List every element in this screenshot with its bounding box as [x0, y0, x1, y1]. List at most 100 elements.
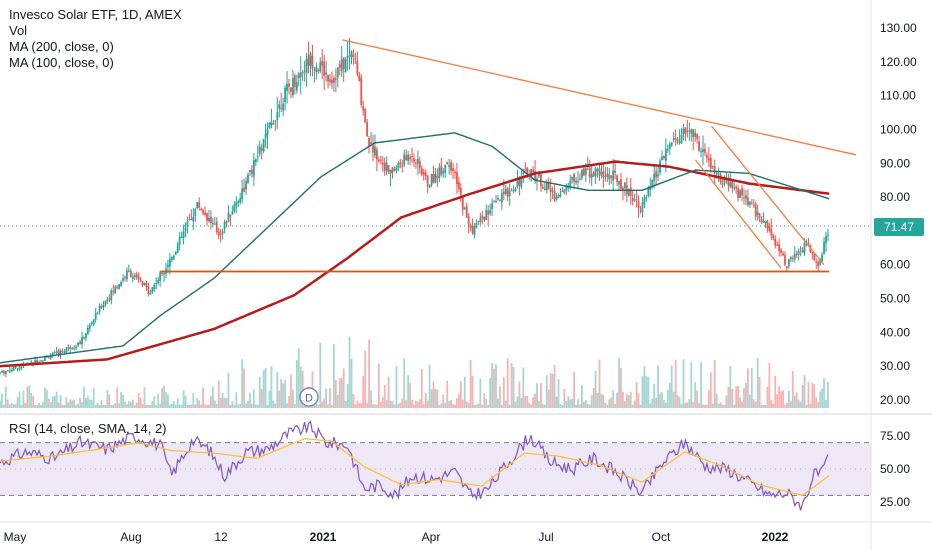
volume-bar	[10, 403, 13, 408]
candle-body	[122, 278, 124, 281]
candle-body	[194, 208, 197, 217]
candle-body	[360, 77, 363, 105]
volume-bar	[592, 388, 595, 408]
dividend-marker[interactable]: D	[299, 387, 319, 407]
volume-bar	[604, 402, 607, 408]
volume-bar	[469, 359, 472, 408]
volume-bar	[208, 404, 210, 408]
candle-body	[208, 218, 210, 222]
volume-bar	[666, 389, 669, 408]
volume-bar	[704, 404, 706, 408]
candle-body	[707, 158, 710, 161]
volume-bar	[471, 376, 474, 408]
candle-body	[192, 216, 195, 222]
candle-body	[323, 61, 326, 76]
volume-bar	[204, 404, 206, 408]
volume-bar	[692, 402, 695, 408]
volume-bar	[606, 404, 609, 408]
candle-body	[508, 190, 511, 196]
volume-bar	[721, 404, 724, 408]
volume-bar	[674, 359, 677, 408]
candle-body	[260, 148, 263, 151]
candle-body	[14, 366, 17, 369]
volume-bar	[102, 404, 105, 408]
volume-bar	[436, 389, 439, 408]
candle-body	[305, 59, 308, 74]
price-tick-label: 110.00	[880, 89, 916, 103]
candle-body	[815, 261, 818, 263]
volume-bar	[69, 399, 72, 408]
chart-title[interactable]: Invesco Solar ETF, 1D, AMEX	[9, 7, 182, 22]
candle-body	[278, 104, 281, 109]
volume-bar	[129, 401, 132, 408]
candle-body	[518, 179, 521, 186]
volume-bar	[475, 404, 478, 408]
candle-body	[639, 210, 642, 212]
volume-bar	[288, 396, 290, 408]
volume-bar	[809, 404, 812, 408]
candle-body	[227, 212, 230, 222]
volume-bar	[55, 391, 58, 408]
volume-bar	[36, 404, 39, 408]
volume-bar	[541, 403, 544, 408]
volume-bar	[789, 400, 792, 408]
candle-body	[741, 188, 743, 196]
volume-bar	[657, 365, 659, 408]
candle-body	[180, 236, 183, 238]
candle-body	[752, 204, 755, 206]
candle-body	[381, 162, 384, 165]
trendline-drawings[interactable]	[0, 39, 870, 273]
descending-resistance-line[interactable]	[342, 39, 857, 156]
volume-bar	[448, 400, 451, 408]
rsi-legend[interactable]: RSI (14, close, SMA, 14, 2)	[9, 421, 167, 436]
volume-bar	[151, 401, 154, 408]
candle-body	[176, 244, 179, 253]
volume-bar	[536, 383, 538, 408]
volume-bar	[495, 364, 497, 408]
candle-body	[3, 370, 5, 374]
candle-body	[344, 58, 347, 72]
volume-bar	[743, 388, 745, 408]
volume-bar	[725, 395, 728, 408]
volume-bar	[801, 384, 804, 408]
volume-bar	[416, 401, 419, 408]
rsi-tick-label: 25.00	[880, 495, 910, 509]
volume-bar	[481, 404, 484, 408]
legend-ma200[interactable]: MA (200, close, 0)	[9, 39, 114, 54]
candle-body	[313, 69, 316, 71]
volume-bar	[389, 400, 392, 408]
legend-vol[interactable]: Vol	[9, 23, 28, 38]
channel-upper-line[interactable]	[711, 125, 825, 266]
candle-body	[133, 275, 136, 278]
candle-body	[676, 138, 679, 142]
volume-bar	[793, 395, 796, 408]
candle-body	[416, 159, 419, 164]
candle-body	[124, 277, 126, 279]
candle-body	[608, 174, 611, 180]
volume-bar	[752, 399, 755, 408]
legend-ma100[interactable]: MA (100, close, 0)	[9, 55, 114, 70]
candle-body	[616, 175, 618, 182]
channel-lower-line[interactable]	[694, 159, 782, 269]
candle-body	[309, 53, 312, 66]
candle-body	[336, 67, 339, 78]
volume-bar	[579, 404, 581, 408]
candle-body	[338, 64, 341, 68]
candle-body	[598, 168, 601, 176]
candle-body	[469, 225, 472, 228]
volume-bar	[772, 403, 775, 408]
volume-bar	[768, 362, 771, 408]
volume-bar	[694, 382, 697, 408]
volume-bar	[241, 359, 244, 408]
volume-bar	[256, 404, 259, 408]
candle-body	[825, 235, 827, 244]
candle-body	[334, 78, 337, 80]
volume-bar	[258, 376, 261, 408]
volume-bar	[600, 393, 603, 408]
candle-body	[526, 167, 529, 177]
candle-body	[73, 347, 76, 350]
volume-bar	[479, 378, 482, 408]
volume-bar	[198, 400, 201, 408]
candle-body	[500, 192, 503, 203]
